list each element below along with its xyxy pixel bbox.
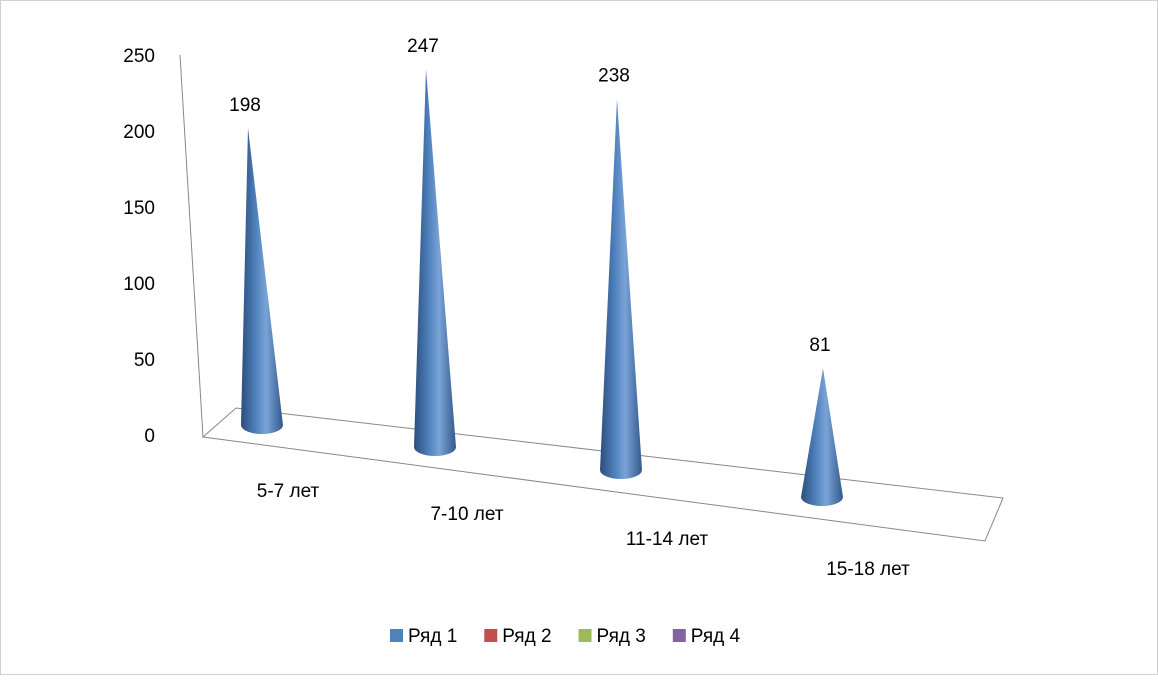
legend-swatch (578, 629, 592, 642)
floor (201, 407, 1004, 542)
x-tick-label: 15-18 лет (826, 559, 910, 580)
cone (241, 128, 283, 434)
x-tick-label: 11-14 лет (626, 529, 708, 550)
value-label: 247 (407, 36, 439, 57)
x-tick-label: 5-7 лет (257, 481, 320, 502)
y-tick-label: 150 (123, 198, 155, 219)
value-label: 238 (598, 66, 630, 87)
value-label: 198 (229, 95, 261, 116)
cone (600, 98, 642, 479)
y-tick-label: 100 (123, 274, 155, 295)
y-tick-label: 50 (134, 350, 155, 371)
y-tick-label: 250 (123, 46, 155, 67)
legend-label: Ряд 1 (408, 626, 457, 647)
cone (414, 69, 456, 456)
y-tick-label: 0 (144, 426, 155, 447)
x-tick-label: 7-10 лет (430, 504, 503, 525)
y-tick-label: 200 (123, 122, 155, 143)
legend-label: Ряд 2 (502, 626, 551, 647)
legend-swatch (484, 629, 498, 642)
legend-label: Ряд 3 (597, 626, 646, 647)
legend-swatch (390, 629, 403, 642)
legend-label: Ряд 4 (691, 626, 741, 647)
legend-swatch (672, 629, 686, 642)
cone (801, 368, 843, 506)
value-label: 81 (809, 335, 830, 356)
back-wall (179, 54, 204, 438)
